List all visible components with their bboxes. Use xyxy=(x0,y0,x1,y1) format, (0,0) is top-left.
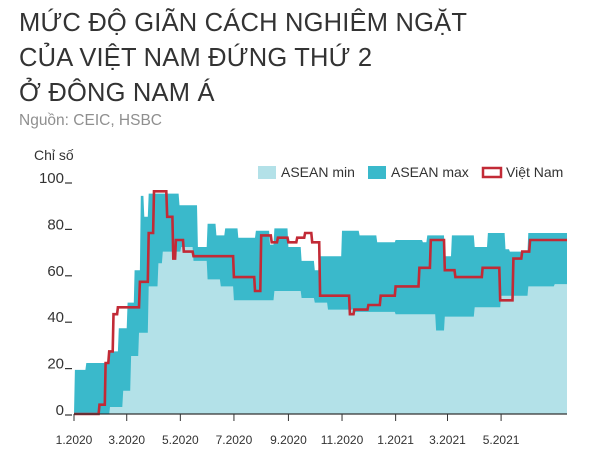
legend-label: Việt Nam xyxy=(506,164,563,180)
legend-swatch xyxy=(368,166,386,179)
title-line-2: CỦA VIỆT NAM ĐỨNG THỨ 2 xyxy=(19,44,373,72)
x-tick-label: 9.2020 xyxy=(270,433,307,447)
line-viet-nam xyxy=(74,190,567,416)
legend-label: ASEAN min xyxy=(281,164,355,180)
area-asean-min xyxy=(74,247,567,414)
x-tick-label: 11.2020 xyxy=(321,433,364,447)
x-tick-label: 3.2020 xyxy=(108,433,145,447)
legend-item-asean-max: ASEAN max xyxy=(368,164,469,180)
y-tick-label: 100 xyxy=(39,170,64,187)
y-tick-label: 20 xyxy=(47,356,64,373)
legend: ASEAN min ASEAN max Việt Nam xyxy=(258,164,563,180)
chart-areas xyxy=(74,190,567,416)
x-tick-label: 1.2020 xyxy=(56,433,93,447)
y-tick-label: 40 xyxy=(47,309,64,326)
legend-swatch xyxy=(258,166,276,179)
x-tick-label: 1.2021 xyxy=(377,433,414,447)
x-tick-label: 5.2021 xyxy=(483,433,520,447)
title-line-1: MỨC ĐỘ GIÃN CÁCH NGHIÊM NGẶT xyxy=(19,9,468,37)
legend-label: ASEAN max xyxy=(391,164,469,180)
legend-item-asean-min: ASEAN min xyxy=(258,164,355,180)
y-tick-label: 0 xyxy=(56,402,64,419)
y-tick-label: 60 xyxy=(47,263,64,280)
source-note: Nguồn: CEIC, HSBC xyxy=(19,112,162,129)
title-line-3: Ở ĐÔNG NAM Á xyxy=(19,79,215,107)
chart-axes: 0 20 40 60 80 100 1.2020 3.2020 5.2020 7.2020 9.20… xyxy=(39,170,567,447)
y-tick-label: 80 xyxy=(47,216,64,233)
x-tick-label: 5.2020 xyxy=(162,433,199,447)
y-axis-label: Chỉ số xyxy=(34,147,74,163)
x-tick-label: 7.2020 xyxy=(216,433,253,447)
legend-swatch xyxy=(481,166,503,179)
legend-item-viet-nam: Việt Nam xyxy=(481,164,563,180)
x-tick-label: 3.2021 xyxy=(429,433,466,447)
